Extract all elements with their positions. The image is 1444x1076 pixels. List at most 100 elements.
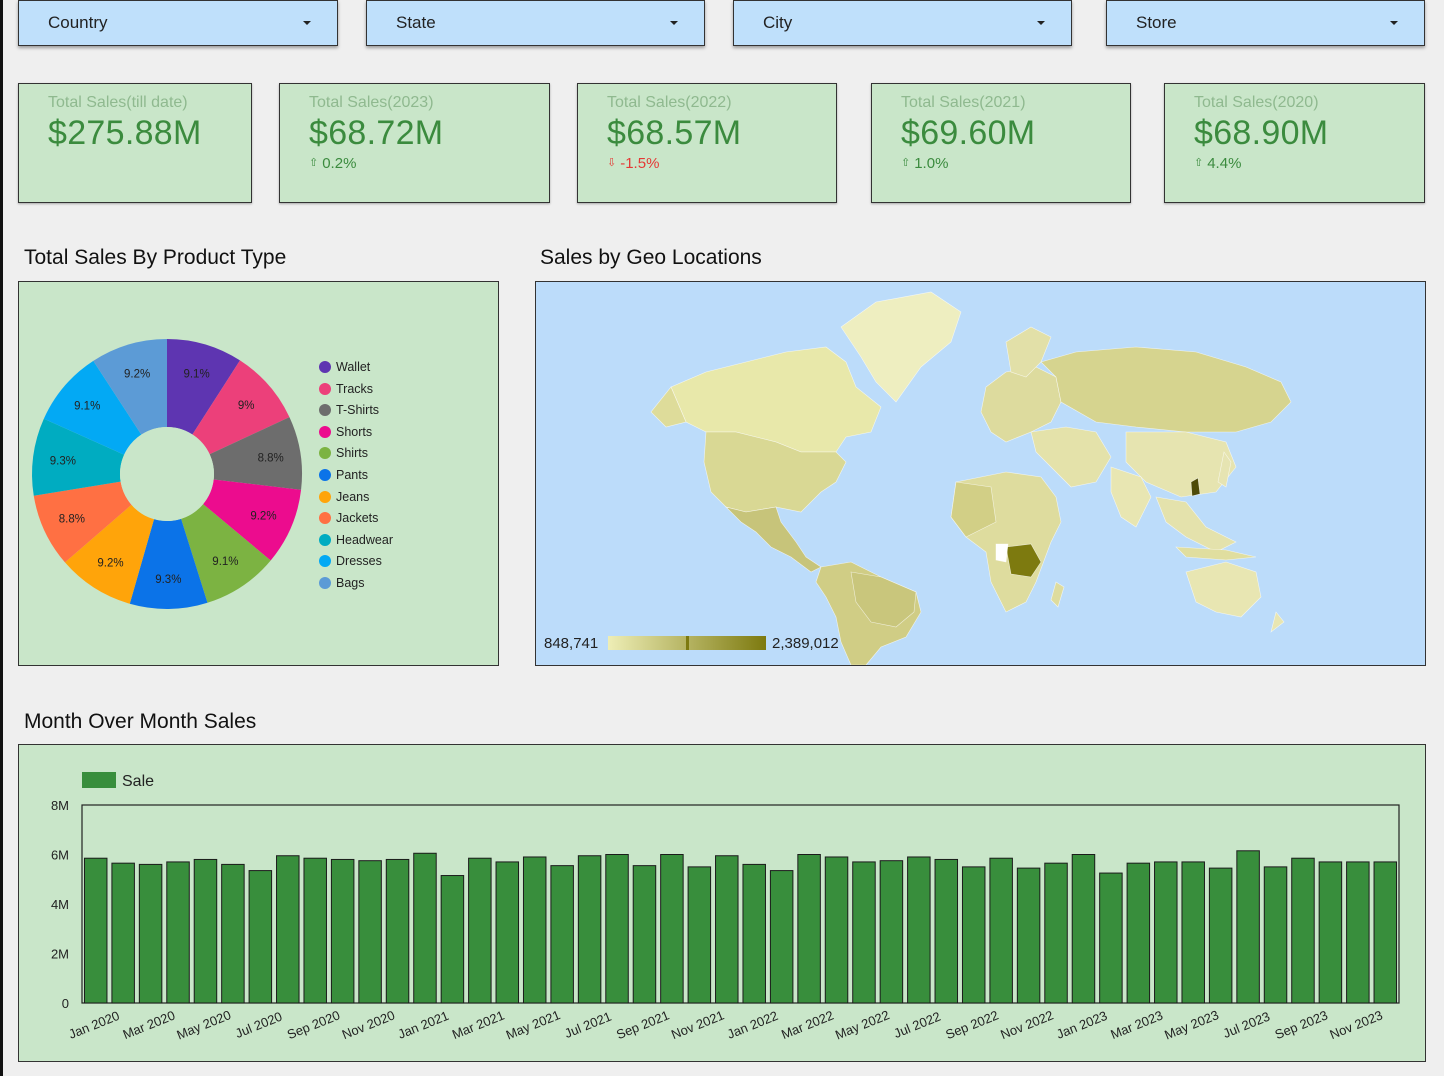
world-map[interactable]: 848,741 2,389,012 [536, 282, 1425, 665]
bar-jul-2023[interactable] [1236, 850, 1260, 1004]
bar-jan-2020[interactable] [83, 857, 108, 1004]
donut-slice-tracks[interactable] [192, 360, 290, 455]
kpi-delta-value: 1.0% [914, 155, 949, 172]
bar-sep-2023[interactable] [1291, 857, 1315, 1004]
bar-feb-2021[interactable] [440, 875, 465, 1004]
legend-swatch-sale [82, 772, 116, 788]
donut-slice-headwear[interactable] [31, 418, 125, 496]
bar-dec-2022[interactable] [1044, 862, 1068, 1004]
donut-slice-shorts[interactable] [203, 479, 302, 561]
legend-label: Jeans [336, 489, 370, 504]
legend-item-jeans[interactable]: Jeans [319, 490, 369, 504]
bar-mar-2023[interactable] [1126, 862, 1151, 1004]
legend-item-headwear[interactable]: Headwear [319, 533, 393, 547]
bar-aug-2021[interactable] [605, 854, 629, 1004]
bar-apr-2023[interactable] [1154, 861, 1178, 1004]
kpi-value: $69.60M [901, 114, 1036, 152]
legend-item-shorts[interactable]: Shorts [319, 425, 372, 439]
bar-nov-2021[interactable] [687, 866, 712, 1004]
x-tick-label: Sep 2022 [943, 1007, 1000, 1042]
bar-nov-2020[interactable] [358, 860, 382, 1004]
bar-oct-2021[interactable] [660, 854, 684, 1004]
bar-jul-2022[interactable] [907, 856, 931, 1004]
donut-slice-dresses[interactable] [43, 360, 142, 455]
bar-aug-2023[interactable] [1263, 866, 1288, 1004]
x-tick-label: Mar 2023 [1108, 1008, 1165, 1042]
legend-item-tracks[interactable]: Tracks [319, 382, 373, 396]
x-tick-label: Jul 2023 [1221, 1009, 1272, 1041]
bar-jan-2023[interactable] [1071, 854, 1096, 1004]
donut-slice-label: 9.2% [97, 558, 123, 570]
bar-feb-2020[interactable] [111, 862, 135, 1004]
state-filter[interactable]: State [366, 0, 705, 46]
product-type-donut-chart[interactable]: 9.1% 9% 8.8% 9.2% 9.1% 9.3% 9.2% 8.8% 9.3% 9.1% 9.… [19, 282, 498, 665]
x-tick-label: Jan 2021 [396, 1008, 451, 1042]
legend-label: T-Shirts [336, 403, 380, 418]
city-filter[interactable]: City [733, 0, 1072, 46]
bar-sep-2022[interactable] [961, 866, 986, 1004]
legend-item-bags[interactable]: Bags [319, 576, 365, 590]
bar-mar-2020[interactable] [138, 863, 163, 1004]
donut-slice-pants[interactable] [129, 518, 208, 609]
bar-dec-2023[interactable] [1373, 861, 1398, 1004]
legend-item-t-shirts[interactable]: T-Shirts [319, 403, 379, 417]
map-canada [670, 346, 882, 453]
bar-jun-2022[interactable] [879, 860, 904, 1004]
legend-label: Dresses [336, 554, 382, 569]
bar-dec-2021[interactable] [715, 855, 739, 1004]
bar-may-2022[interactable] [852, 861, 876, 1004]
x-tick-label: Nov 2021 [669, 1007, 726, 1042]
kpi-delta-value: 0.2% [322, 155, 357, 172]
legend-item-shirts[interactable]: Shirts [319, 446, 368, 460]
bar-oct-2023[interactable] [1318, 861, 1343, 1004]
bar-jun-2020[interactable] [221, 863, 245, 1004]
donut-slice-shirts[interactable] [181, 504, 271, 603]
legend-swatch [319, 555, 331, 568]
bar-oct-2022[interactable] [989, 857, 1013, 1004]
donut-slice-jackets[interactable] [33, 481, 132, 563]
bar-nov-2023[interactable] [1346, 861, 1370, 1004]
donut-slice-bags[interactable] [93, 339, 167, 435]
bar-nov-2022[interactable] [1016, 867, 1041, 1004]
bar-feb-2022[interactable] [769, 870, 794, 1004]
legend-item-pants[interactable]: Pants [319, 468, 368, 482]
bar-aug-2020[interactable] [276, 855, 300, 1004]
y-tick-label: 6M [51, 848, 69, 863]
legend-item-dresses[interactable]: Dresses [319, 554, 382, 568]
bar-mar-2022[interactable] [797, 854, 821, 1004]
bar-apr-2021[interactable] [495, 861, 520, 1004]
bar-jun-2023[interactable] [1208, 867, 1233, 1004]
legend-item-jackets[interactable]: Jackets [319, 511, 378, 525]
legend-item-wallet[interactable]: Wallet [319, 360, 370, 374]
bar-mar-2021[interactable] [468, 857, 492, 1004]
country-filter[interactable]: Country [18, 0, 338, 46]
store-filter[interactable]: Store [1106, 0, 1425, 46]
store-filter-label: Store [1136, 13, 1177, 32]
donut-slice-wallet[interactable] [167, 339, 240, 435]
donut-slice-jeans[interactable] [64, 504, 155, 604]
bar-dec-2020[interactable] [385, 858, 410, 1004]
bar-jul-2020[interactable] [248, 870, 273, 1004]
bar-aug-2022[interactable] [934, 858, 959, 1004]
bar-jul-2021[interactable] [577, 855, 602, 1004]
x-tick-label: Sep 2020 [285, 1007, 342, 1042]
bar-may-2023[interactable] [1181, 861, 1205, 1004]
bar-jan-2022[interactable] [742, 863, 766, 1004]
bar-jan-2021[interactable] [413, 852, 437, 1004]
bar-may-2020[interactable] [193, 858, 218, 1004]
kpi-delta: ⇧ 1.0% [901, 155, 1130, 172]
bar-sep-2020[interactable] [303, 857, 327, 1004]
bar-may-2021[interactable] [522, 856, 547, 1004]
bar-jun-2021[interactable] [550, 865, 574, 1004]
geo-map-panel[interactable]: 848,741 2,389,012 [535, 281, 1426, 666]
bar-oct-2020[interactable] [330, 858, 355, 1004]
bar-apr-2022[interactable] [824, 856, 849, 1004]
x-tick-label: Jan 2020 [66, 1008, 121, 1042]
bar-feb-2023[interactable] [1099, 872, 1123, 1004]
kpi-total-sales-2022: Total Sales(2022) $68.57M ⇩ -1.5% [577, 83, 837, 203]
bar-sep-2021[interactable] [632, 865, 657, 1004]
donut-slice-t-shirts[interactable] [209, 417, 302, 490]
kpi-total-sales-till-date: Total Sales(till date) $275.88M [18, 83, 252, 203]
bar-apr-2020[interactable] [166, 861, 190, 1004]
